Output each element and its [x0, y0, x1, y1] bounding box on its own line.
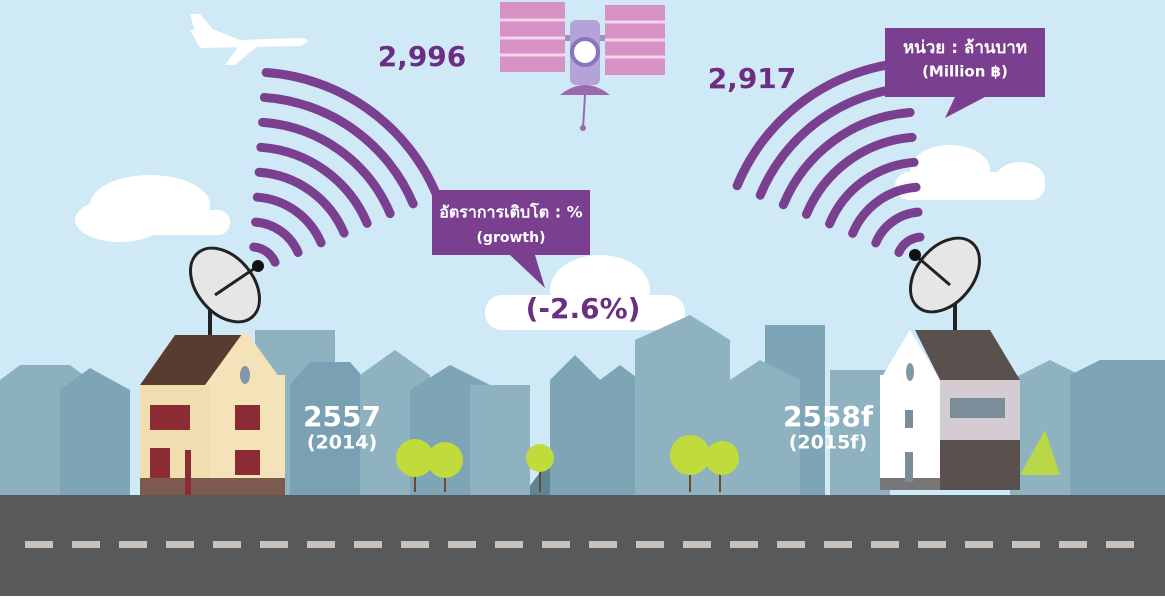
road-markings [25, 541, 1134, 548]
signal-arc [251, 217, 303, 258]
signal-arc [261, 68, 441, 199]
satellite [500, 2, 665, 131]
unit-thai: หน่วย : ล้านบาท [903, 38, 1027, 58]
year-right-english: (2015f) [789, 432, 868, 454]
year-left-english: (2014) [307, 432, 377, 454]
road-dash [25, 541, 53, 548]
signal-arc [259, 92, 418, 209]
signal-arc [755, 83, 913, 200]
signal-arc [825, 157, 919, 229]
value-2015: 2,917 [708, 62, 797, 95]
left-house [140, 290, 285, 495]
signal-arc [258, 117, 395, 219]
road-dash [918, 541, 946, 548]
satellite-dishes [189, 236, 981, 324]
road-dash [354, 541, 382, 548]
growth-thai: อัตราการเติบโต : % [439, 202, 582, 222]
road-dash [777, 541, 805, 548]
road-dash [542, 541, 570, 548]
signal-arc [254, 167, 349, 238]
signal-waves [249, 58, 925, 267]
road-dash [1059, 541, 1087, 548]
road-dash [166, 541, 194, 548]
year-right-thai: 2558f [783, 400, 874, 433]
road-dash [636, 541, 664, 548]
road-dash [495, 541, 523, 548]
road-dash [730, 541, 758, 548]
road-dash [871, 541, 899, 548]
road-dash [72, 541, 100, 548]
growth-english: (growth) [477, 230, 546, 246]
signal-arc [732, 58, 911, 191]
clouds [75, 145, 1045, 330]
road-dash [213, 541, 241, 548]
road-dash [965, 541, 993, 548]
road-dash [448, 541, 476, 548]
signal-arc [871, 207, 923, 248]
road-dash [824, 541, 852, 548]
signal-arc [249, 242, 280, 267]
signal-arc [801, 132, 917, 219]
road-dash [119, 541, 147, 548]
road-dash [401, 541, 429, 548]
road-dash [307, 541, 335, 548]
road-dash [1106, 541, 1134, 548]
growth-callout [432, 190, 590, 288]
signal-arc [256, 142, 372, 228]
growth-value: (-2.6%) [526, 292, 641, 325]
road-dash [683, 541, 711, 548]
unit-callout [885, 28, 1045, 118]
trees [396, 435, 739, 492]
signal-arc [252, 192, 326, 248]
airplane [190, 14, 308, 65]
dish-tips [252, 249, 921, 272]
right-house [880, 290, 1020, 490]
signal-arc [848, 182, 921, 238]
unit-english: (Million ฿) [922, 63, 1008, 81]
signal-arc [894, 232, 925, 257]
year-left-thai: 2557 [303, 400, 381, 433]
road-dash [1012, 541, 1040, 548]
road-dash [260, 541, 288, 548]
value-2014: 2,996 [378, 40, 467, 73]
signal-arc [778, 107, 915, 210]
road-dash [589, 541, 617, 548]
